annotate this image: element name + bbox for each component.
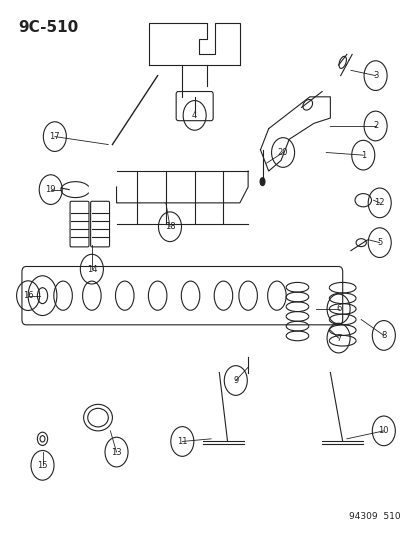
Text: 12: 12 (374, 198, 384, 207)
Text: 9: 9 (233, 376, 238, 385)
Text: 15: 15 (37, 461, 47, 470)
Text: 18: 18 (164, 222, 175, 231)
Text: 4: 4 (192, 111, 197, 120)
Text: 94309  510: 94309 510 (348, 512, 399, 521)
Text: 2: 2 (372, 122, 377, 131)
Text: 9C-510: 9C-510 (18, 20, 78, 35)
Text: 6: 6 (335, 304, 340, 313)
Text: 19: 19 (45, 185, 56, 194)
Text: 16: 16 (23, 291, 33, 300)
Text: 5: 5 (376, 238, 382, 247)
Text: 13: 13 (111, 448, 121, 457)
Ellipse shape (259, 177, 264, 185)
Text: 17: 17 (50, 132, 60, 141)
Text: 14: 14 (86, 265, 97, 273)
Text: 8: 8 (380, 331, 386, 340)
Text: 7: 7 (335, 334, 340, 343)
Text: 3: 3 (372, 71, 377, 80)
Text: 1: 1 (360, 151, 365, 160)
Text: 11: 11 (177, 437, 187, 446)
Text: 10: 10 (377, 426, 388, 435)
Text: 20: 20 (277, 148, 287, 157)
